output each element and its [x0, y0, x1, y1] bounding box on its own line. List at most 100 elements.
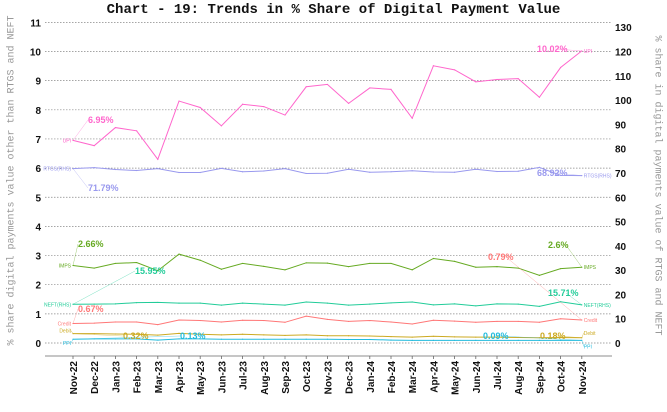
data-point — [432, 171, 434, 173]
data-point — [326, 302, 328, 304]
data-point — [560, 66, 562, 69]
data-point — [157, 158, 159, 160]
annotation-leader — [72, 333, 124, 337]
data-point — [305, 301, 307, 303]
series-end-label: PPI — [584, 344, 592, 350]
series-end-label: RTGS(RHS) — [584, 174, 612, 180]
y-tick-right: 0 — [615, 339, 621, 350]
data-point — [326, 335, 328, 337]
data-point — [263, 338, 265, 340]
x-tick-label: Jan-24 — [366, 361, 377, 393]
data-point — [199, 171, 201, 174]
data-point — [114, 321, 116, 323]
annotation-label: 0.09% — [483, 331, 509, 341]
data-point — [517, 78, 519, 80]
x-tick-label: Feb-24 — [387, 361, 398, 394]
data-point — [220, 334, 222, 336]
series-line-neftrhs — [72, 301, 582, 307]
data-point — [517, 303, 519, 305]
series-end-label: UPI — [584, 49, 592, 55]
annotation-label: 2.66% — [78, 239, 104, 249]
series-start-label: PPI — [63, 341, 71, 347]
data-point — [157, 334, 159, 336]
data-point — [475, 321, 477, 323]
data-point — [432, 335, 434, 337]
data-point — [411, 339, 413, 341]
data-point — [560, 174, 562, 176]
data-point — [538, 339, 541, 341]
y-tick-right: 130 — [615, 23, 632, 34]
data-point — [263, 105, 265, 108]
series-start-label: NEFT(RHS) — [44, 302, 71, 308]
data-point — [517, 320, 519, 323]
series-label-leader — [70, 339, 74, 344]
data-point — [411, 301, 413, 303]
annotation-label: 10.02% — [537, 44, 568, 54]
data-point — [242, 302, 244, 304]
data-point — [538, 321, 541, 323]
data-point — [242, 103, 244, 105]
y-tick-left: 4 — [35, 222, 41, 233]
data-point — [454, 260, 456, 262]
data-point — [305, 86, 307, 88]
series-end-label: Debit — [584, 331, 596, 337]
y-tick-right: 100 — [615, 96, 632, 107]
data-point — [411, 170, 413, 172]
data-point — [114, 303, 116, 305]
data-point — [432, 257, 434, 260]
y-tick-left: 8 — [35, 106, 41, 117]
x-tick-label: Feb-23 — [133, 361, 144, 394]
series-end-label: IMPS — [584, 265, 597, 271]
y-tick-right: 110 — [615, 72, 632, 83]
y-tick-left: 6 — [35, 164, 41, 175]
y-tick-right: 10 — [615, 315, 627, 326]
data-point — [496, 320, 498, 323]
data-point — [199, 319, 201, 322]
data-point — [348, 335, 350, 337]
data-point — [93, 303, 95, 305]
data-point — [305, 172, 307, 175]
data-point — [581, 50, 583, 52]
data-point — [496, 266, 498, 268]
data-point — [348, 338, 350, 341]
data-point — [157, 167, 159, 170]
y-tick-right: 70 — [615, 169, 627, 180]
y-tick-right: 120 — [615, 48, 632, 59]
data-point — [390, 171, 392, 173]
data-point — [93, 322, 95, 324]
data-point — [199, 333, 201, 335]
y-tick-right: 80 — [615, 145, 627, 156]
data-point — [326, 83, 328, 86]
data-point — [242, 333, 244, 335]
series-end-label: NEFT(RHS) — [584, 303, 611, 309]
data-point — [326, 172, 328, 174]
data-point — [178, 319, 180, 321]
data-point — [114, 126, 116, 129]
annotation-leader — [72, 308, 79, 324]
data-point — [411, 117, 413, 119]
data-point — [220, 268, 222, 270]
data-point — [136, 130, 138, 132]
series-start-label: IMPS — [59, 263, 72, 269]
data-point — [517, 170, 519, 172]
data-point — [93, 267, 95, 269]
data-point — [348, 266, 350, 268]
data-point — [284, 321, 286, 323]
data-point — [369, 319, 371, 322]
annotation-leader — [72, 168, 89, 189]
annotation-leader — [557, 335, 582, 339]
data-point — [263, 319, 265, 322]
annotation-label: 2.6% — [548, 240, 569, 250]
data-point — [390, 335, 392, 338]
data-point — [284, 338, 286, 340]
data-point — [326, 262, 328, 264]
data-point — [178, 302, 180, 304]
y-tick-left: 3 — [35, 252, 41, 263]
data-point — [326, 338, 328, 340]
data-point — [136, 338, 138, 340]
annotation-label: 15.71% — [548, 288, 579, 298]
data-point — [136, 321, 138, 323]
chart-title: Chart - 19: Trends in % Share of Digital… — [106, 2, 561, 18]
x-tick-label: Mar-23 — [154, 361, 165, 394]
